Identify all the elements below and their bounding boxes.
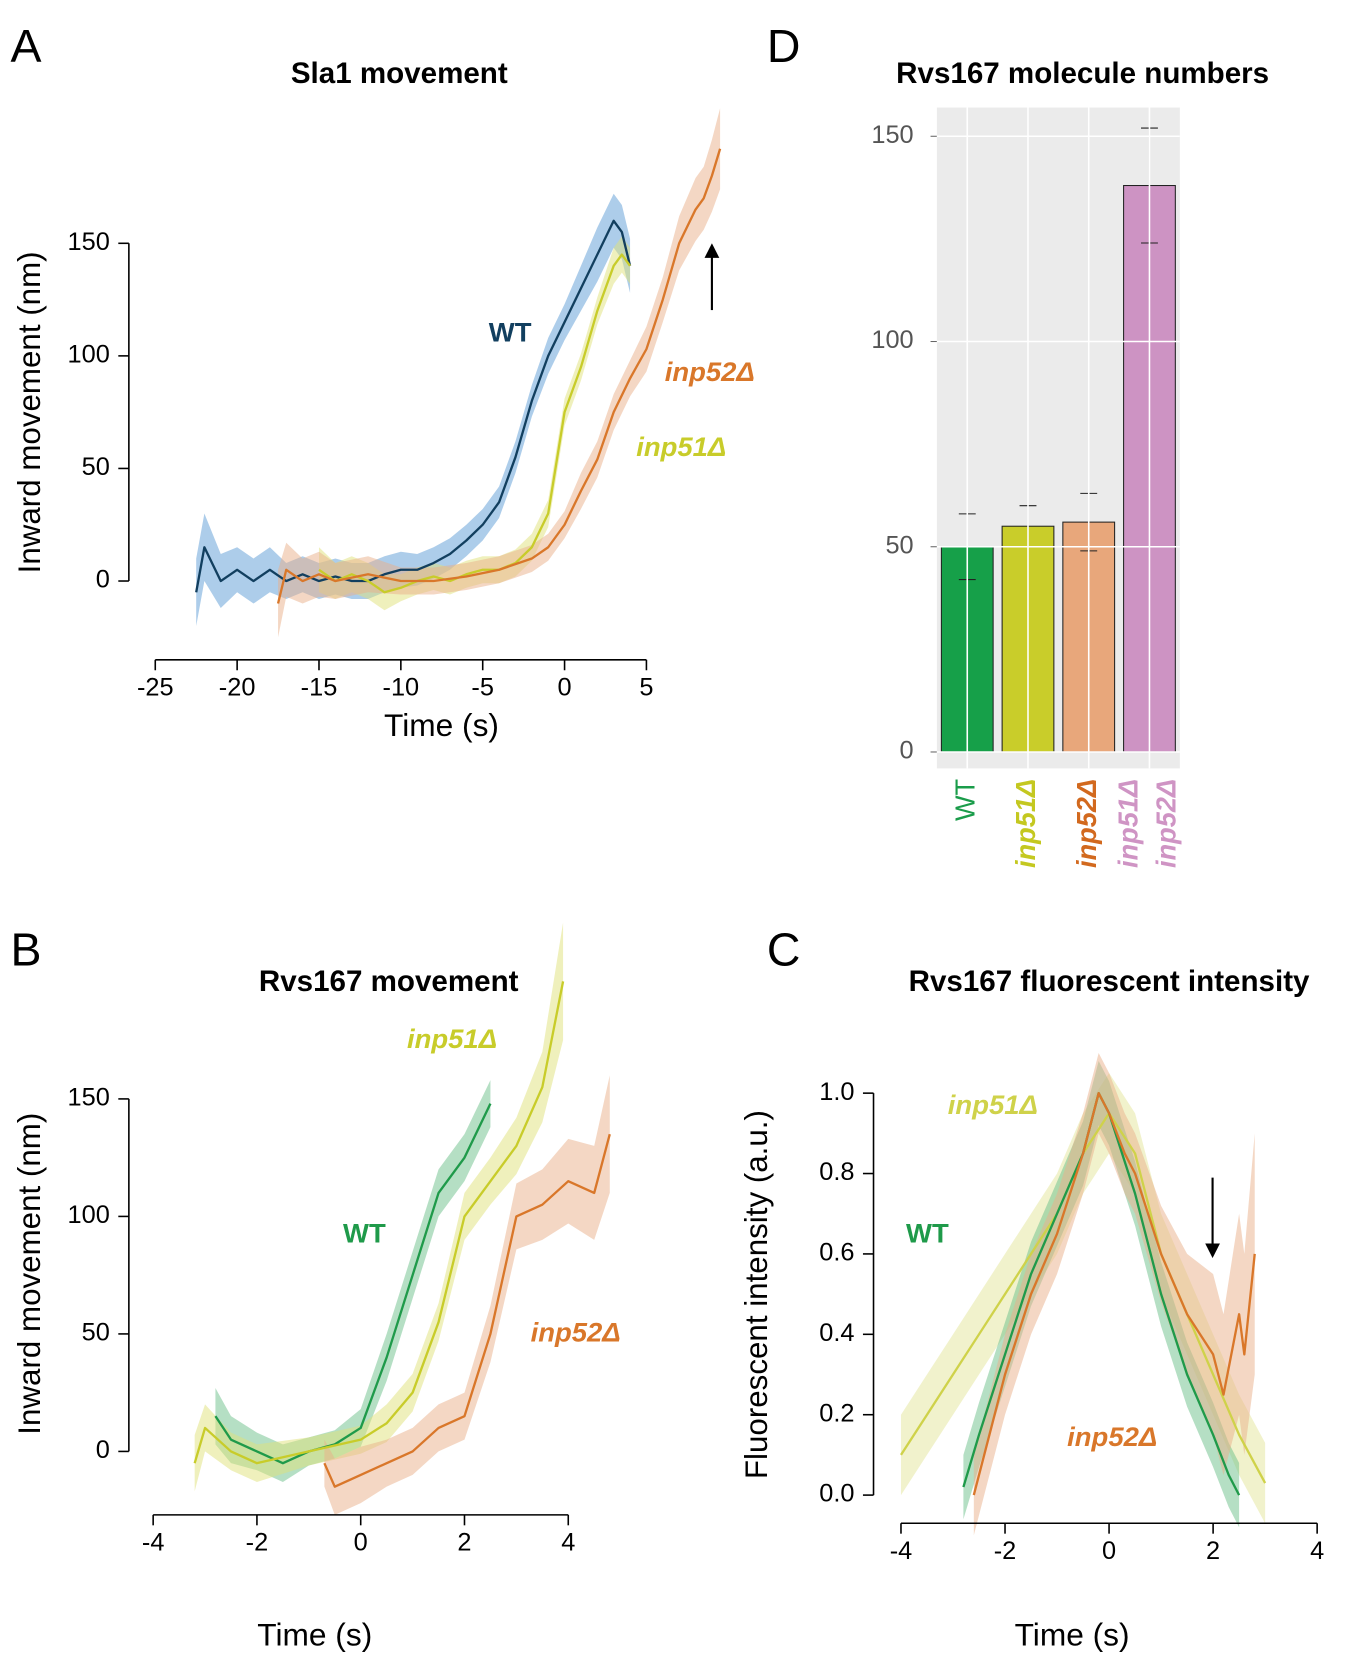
y-tick-label: 50 <box>82 1319 110 1347</box>
x-tick-label: -2 <box>246 1529 269 1557</box>
y-tick-label: 100 <box>68 1201 110 1229</box>
x-axis-title: Time (s) <box>1015 1616 1130 1652</box>
series-label: inp51Δ <box>407 1023 497 1054</box>
series-label: WT <box>906 1217 949 1248</box>
series-line <box>318 253 631 594</box>
x-tick-label: 0 <box>1102 1537 1116 1565</box>
y-tick-label: 150 <box>68 228 110 256</box>
x-tick-label: 2 <box>457 1529 471 1557</box>
y-tick-label: 0.8 <box>819 1158 854 1186</box>
x-tick-label: inp52Δ <box>1071 779 1102 868</box>
series-line <box>323 1133 611 1488</box>
series-line <box>193 981 565 1465</box>
error-band <box>278 108 721 638</box>
x-tick-label: inp51Δ <box>1010 779 1041 868</box>
x-tick-label: -25 <box>137 674 174 702</box>
error-band <box>324 1075 610 1515</box>
panel-letter: C <box>767 924 801 976</box>
x-axis-title: Time (s) <box>384 707 499 743</box>
x-tick-label: inp51Δ <box>1113 779 1144 868</box>
panel-letter: A <box>11 20 42 72</box>
x-tick-label: 5 <box>639 674 653 702</box>
y-tick-label: 100 <box>871 326 913 354</box>
chart-title: Sla1 movement <box>291 57 508 90</box>
series-label: inp52Δ <box>531 1317 621 1348</box>
y-tick-label: 100 <box>68 341 110 369</box>
series-label: WT <box>489 316 532 347</box>
series-line <box>972 1091 1256 1496</box>
panel-letter: D <box>767 20 801 72</box>
error-band <box>196 193 631 627</box>
x-tick-label: 2 <box>1206 1537 1220 1565</box>
series-label: inp51Δ <box>636 431 726 462</box>
x-tick-label: inp52Δ <box>1151 779 1182 868</box>
y-tick-label: 0.4 <box>819 1319 854 1347</box>
y-tick-label: 50 <box>885 531 913 559</box>
x-tick-label: -20 <box>219 674 256 702</box>
x-tick-label: 4 <box>1310 1537 1324 1565</box>
x-tick-label: WT <box>949 779 980 822</box>
y-tick-label: 50 <box>82 453 110 481</box>
y-tick-label: 0 <box>96 1436 110 1464</box>
series-label: WT <box>343 1217 386 1248</box>
y-tick-label: 150 <box>871 121 913 149</box>
x-tick-label: -15 <box>301 674 338 702</box>
chart-title: Rvs167 fluorescent intensity <box>909 965 1311 998</box>
y-tick-label: 0 <box>96 566 110 594</box>
y-tick-label: 0.6 <box>819 1239 854 1267</box>
x-tick-label: -4 <box>890 1537 913 1565</box>
x-tick-label: -4 <box>142 1529 165 1557</box>
x-tick-label: 0 <box>354 1529 368 1557</box>
x-tick-label: 0 <box>558 674 572 702</box>
y-axis-title: Fluorescent intensity (a.u.) <box>738 1110 774 1479</box>
y-tick-label: 0.0 <box>819 1480 854 1508</box>
series-label: inp52Δ <box>665 356 755 387</box>
x-tick-label: -10 <box>383 674 420 702</box>
series-line <box>214 1103 492 1465</box>
x-tick-label: 4 <box>561 1529 575 1557</box>
y-tick-label: 1.0 <box>819 1078 854 1106</box>
x-tick-label: -2 <box>994 1537 1017 1565</box>
y-tick-label: 150 <box>68 1084 110 1112</box>
y-axis-title: Inward movement (nm) <box>11 251 47 573</box>
x-axis-title: Time (s) <box>257 1616 372 1652</box>
x-tick-label: -5 <box>471 674 494 702</box>
series-label: inp52Δ <box>1067 1421 1157 1452</box>
panel-letter: B <box>11 924 42 976</box>
chart-title: Rvs167 molecule numbers <box>896 57 1269 90</box>
series-line <box>276 148 722 604</box>
error-band <box>194 922 564 1492</box>
series-label: inp51Δ <box>948 1089 1038 1120</box>
chart-title: Rvs167 movement <box>259 965 519 998</box>
y-tick-label: 0 <box>900 737 914 765</box>
y-tick-label: 0.2 <box>819 1399 854 1427</box>
series-line <box>195 219 632 593</box>
y-axis-title: Inward movement (nm) <box>11 1113 47 1435</box>
